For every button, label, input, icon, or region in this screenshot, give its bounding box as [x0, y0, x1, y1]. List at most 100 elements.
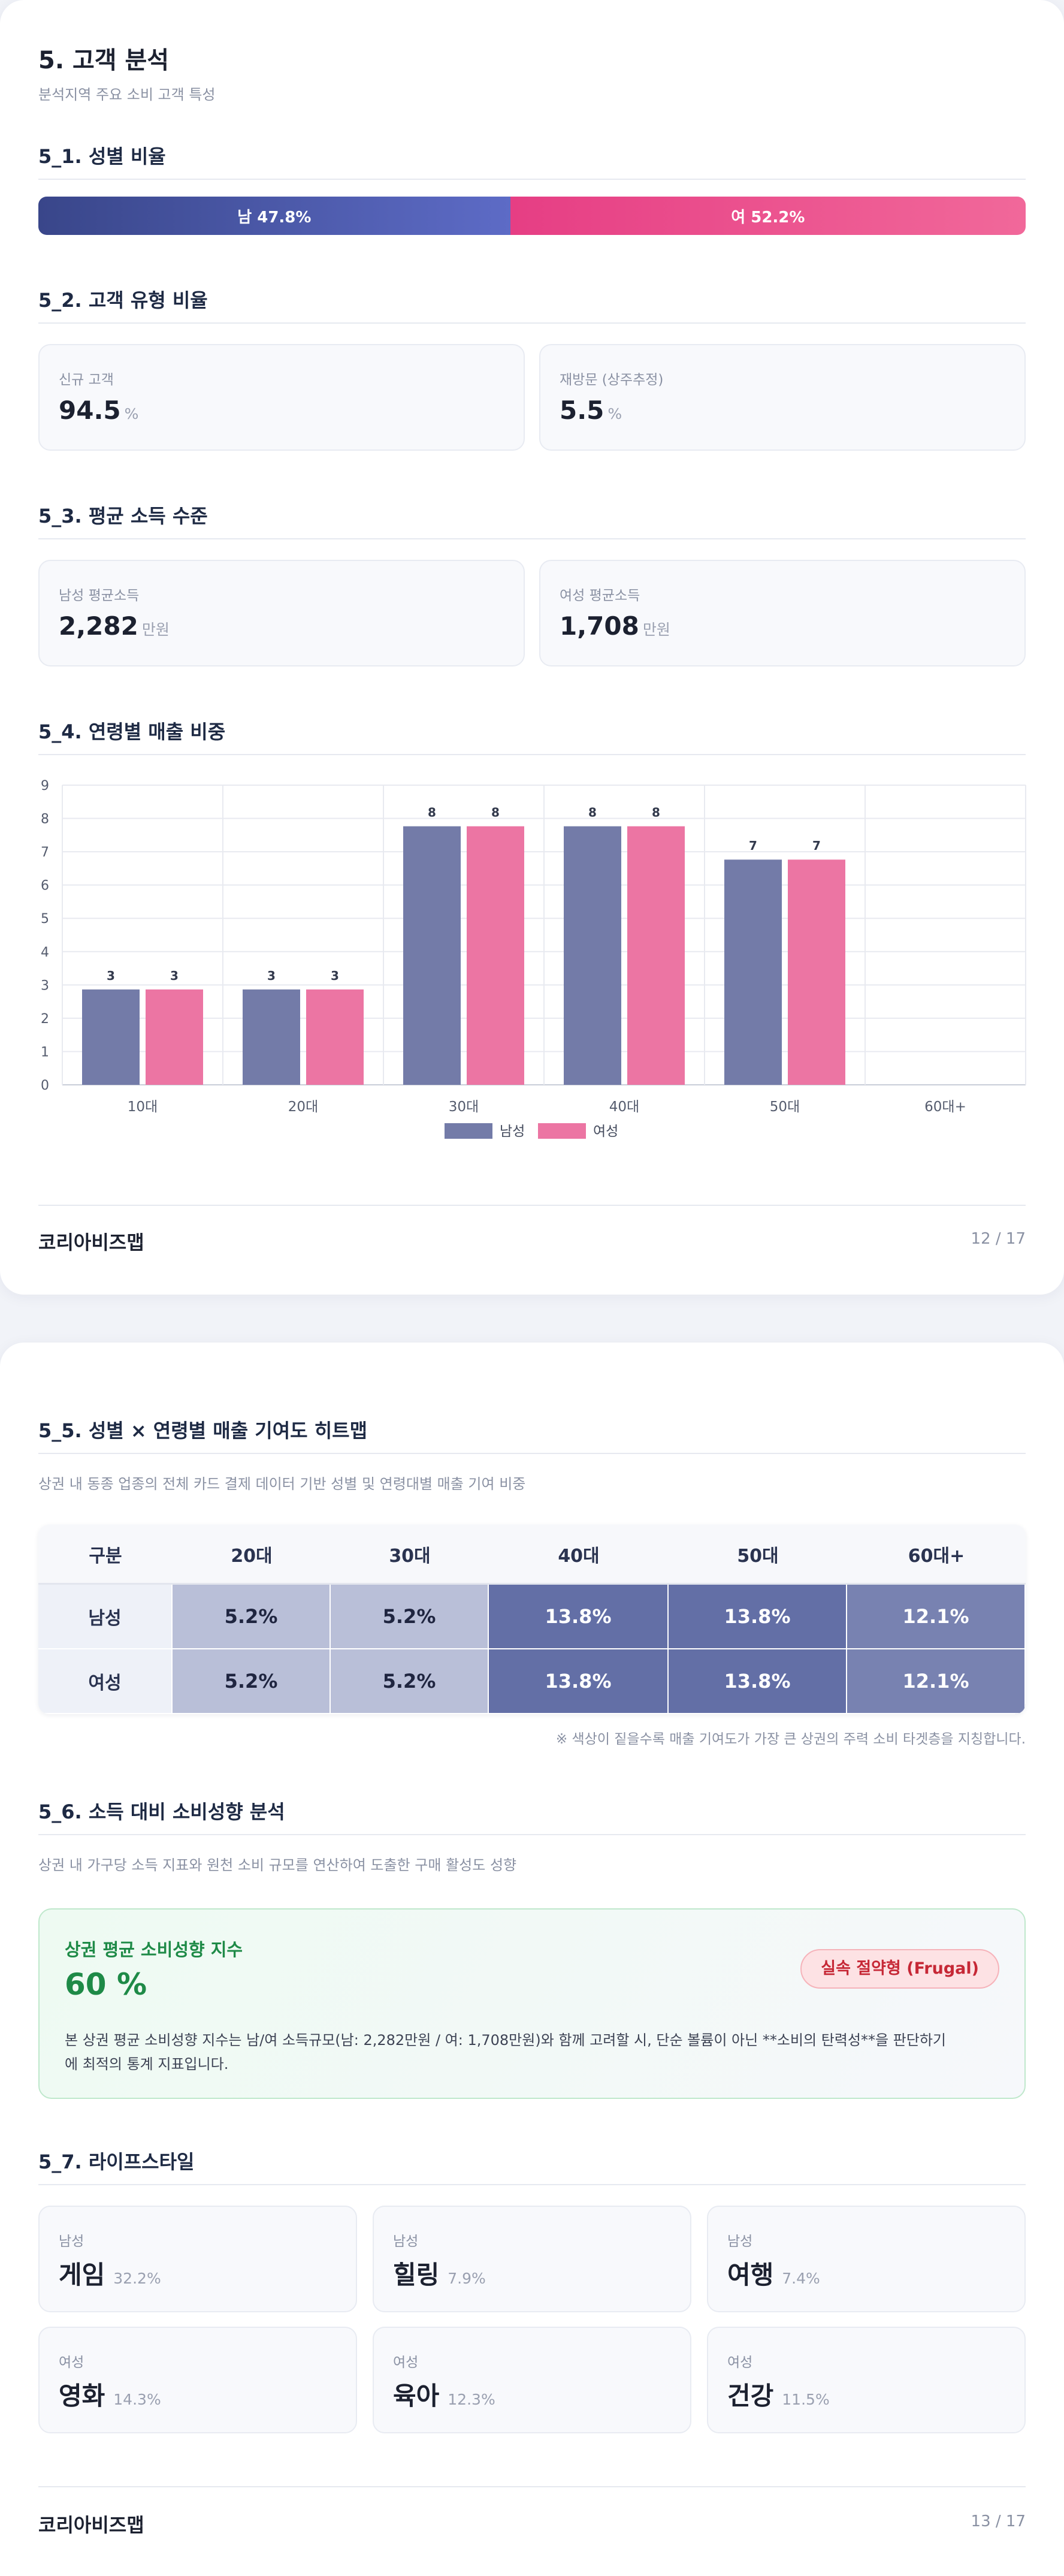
- spending-type-badge: 실속 절약형 (Frugal): [800, 1949, 999, 1989]
- footer-divider: [38, 2486, 1026, 2487]
- heatmap-row-male: 남성 5.2% 5.2% 13.8% 13.8% 12.1%: [38, 1585, 1026, 1649]
- female-income-number: 1,708: [560, 611, 639, 641]
- lifestyle-main: 여행 7.4%: [727, 2255, 820, 2291]
- bar-male: [724, 858, 782, 1085]
- lifestyle-main: 힐링 7.9%: [393, 2255, 486, 2291]
- spending-index-text-line2: 에 최적의 통계 지표입니다.: [65, 2056, 229, 2073]
- y-tick-label: 3: [41, 978, 49, 993]
- divider: [38, 1453, 1026, 1454]
- age-sales-heading: 5_4. 연령별 매출 비중: [38, 720, 226, 743]
- lifestyle-card: 여성 육아 12.3%: [373, 2327, 691, 2433]
- heatmap-cell: 13.8%: [489, 1585, 669, 1649]
- lifestyle-pct: 14.3%: [113, 2391, 161, 2408]
- lifestyle-pct: 7.9%: [448, 2270, 486, 2287]
- divider: [38, 322, 1026, 324]
- bar-female: [467, 825, 524, 1085]
- heatmap-cell: 5.2%: [331, 1585, 489, 1649]
- bar-male: [243, 988, 300, 1085]
- heatmap-cell: 12.1%: [847, 1649, 1026, 1714]
- gender-bar-male: 남 47.8%: [38, 197, 510, 235]
- y-tick-label: 2: [41, 1012, 49, 1027]
- lifestyle-card: 여성 영화 14.3%: [38, 2327, 357, 2433]
- lifestyle-main: 육아 12.3%: [393, 2376, 495, 2412]
- heatmap-cell: 5.2%: [331, 1649, 489, 1714]
- y-tick-label: 9: [41, 779, 49, 794]
- y-tick-label: 7: [41, 845, 49, 860]
- female-income-card: 여성 평균소득 1,708 만원: [539, 560, 1026, 666]
- x-tick-label: 40대: [609, 1099, 639, 1115]
- new-customer-label: 신규 고객: [59, 372, 114, 388]
- male-income-value: 2,282 만원: [59, 611, 170, 641]
- y-tick-label: 0: [41, 1078, 49, 1093]
- y-tick-label: 8: [41, 812, 49, 827]
- heatmap-note: ※ 색상이 짙을수록 매출 기여도가 가장 큰 상권의 주력 소비 타겟층을 지…: [555, 1732, 1026, 1747]
- lifestyle-name: 여행: [727, 2260, 774, 2290]
- lifestyle-name: 영화: [59, 2381, 105, 2411]
- chart-labels: 0 1 2 3 4 5 6 7 8 9 3 3 10대 3 3 20대 8 8 30대 8 8 40대 7 7 50대 60대+: [41, 779, 966, 1115]
- lifestyle-name: 육아: [393, 2381, 440, 2411]
- lifestyle-card: 여성 건강 11.5%: [707, 2327, 1026, 2433]
- lifestyle-heading: 5_7. 라이프스타일: [38, 2150, 195, 2173]
- heatmap-header-cell: 20대: [173, 1525, 331, 1585]
- bar-male: [564, 825, 621, 1085]
- bar-value-label: 3: [107, 969, 115, 983]
- spending-description: 상권 내 가구당 소득 지표와 원천 소비 규모를 연산하여 도출한 구매 활성…: [38, 1857, 517, 1874]
- bar-female: [788, 858, 845, 1085]
- y-tick-label: 1: [41, 1045, 49, 1060]
- lifestyle-card: 남성 게임 32.2%: [38, 2206, 357, 2312]
- heatmap-heading: 5_5. 성별 × 연령별 매출 기여도 히트맵: [38, 1419, 368, 1442]
- footer-brand: 코리아비즈맵: [38, 1231, 144, 1254]
- lifestyle-name: 건강: [727, 2381, 774, 2411]
- x-tick-label: 50대: [770, 1099, 800, 1115]
- lifestyle-main: 건강 11.5%: [727, 2376, 830, 2412]
- return-customer-card: 재방문 (상주추정) 5.5%: [539, 344, 1026, 451]
- return-customer-label: 재방문 (상주추정): [560, 372, 664, 388]
- heatmap-header-cell: 60대+: [847, 1525, 1026, 1585]
- gender-bar-female: 여 52.2%: [510, 197, 1026, 235]
- gender-ratio-heading: 5_1. 성별 비율: [38, 145, 166, 168]
- heatmap-cell: 13.8%: [489, 1649, 669, 1714]
- bar-male: [82, 988, 140, 1085]
- heatmap-row-label: 여성: [38, 1649, 173, 1714]
- heatmap-cell: 5.2%: [173, 1585, 331, 1649]
- male-income-label: 남성 평균소득: [59, 588, 140, 604]
- x-tick-label: 30대: [449, 1099, 479, 1115]
- heatmap-cell: 13.8%: [669, 1585, 847, 1649]
- spending-index-value: 60 %: [65, 1967, 147, 2002]
- divider: [38, 2184, 1026, 2185]
- bar-female: [306, 988, 364, 1085]
- male-income-card: 남성 평균소득 2,282 만원: [38, 560, 525, 666]
- report-page-12: 5. 고객 분석 분석지역 주요 소비 고객 특성 5_1. 성별 비율 남 4…: [0, 0, 1064, 1295]
- y-tick-label: 4: [41, 945, 49, 960]
- lifestyle-gender: 남성: [393, 2234, 419, 2249]
- heatmap-header-cell: 50대: [669, 1525, 847, 1585]
- unit: %: [607, 405, 622, 423]
- bar-value-label: 3: [331, 969, 339, 983]
- lifestyle-pct: 32.2%: [113, 2270, 161, 2287]
- heatmap-row-female: 여성 5.2% 5.2% 13.8% 13.8% 12.1%: [38, 1649, 1026, 1714]
- heatmap-description: 상권 내 동종 업종의 전체 카드 결제 데이터 기반 성별 및 연령대별 매출…: [38, 1476, 526, 1492]
- lifestyle-name: 힐링: [393, 2260, 440, 2290]
- customer-type-heading: 5_2. 고객 유형 비율: [38, 289, 208, 312]
- heatmap-row-label: 남성: [38, 1585, 173, 1649]
- bar-female: [627, 825, 685, 1085]
- footer-divider: [38, 1205, 1026, 1206]
- lifestyle-gender: 여성: [59, 2355, 84, 2370]
- bar-value-label: 7: [749, 838, 757, 853]
- bar-value-label: 7: [812, 838, 821, 853]
- lifestyle-main: 영화 14.3%: [59, 2376, 161, 2412]
- chart-grid: [62, 785, 1026, 1085]
- legend-swatch: [445, 1123, 492, 1139]
- legend-label: 남성: [500, 1124, 525, 1139]
- lifestyle-gender: 여성: [727, 2355, 753, 2370]
- spending-index-title: 상권 평균 소비성향 지수: [65, 1939, 243, 1960]
- bar-female: [146, 988, 203, 1085]
- x-tick-label: 20대: [288, 1099, 318, 1115]
- bar-value-label: 8: [652, 806, 660, 820]
- y-tick-label: 5: [41, 912, 49, 927]
- lifestyle-card: 남성 힐링 7.9%: [373, 2206, 691, 2312]
- spending-index-text-line1: 본 상권 평균 소비성향 지수는 남/여 소득규모(남: 2,282만원 / 여…: [65, 2032, 946, 2049]
- heatmap-header-cell: 30대: [331, 1525, 489, 1585]
- heatmap-header-cell: 구분: [38, 1525, 173, 1585]
